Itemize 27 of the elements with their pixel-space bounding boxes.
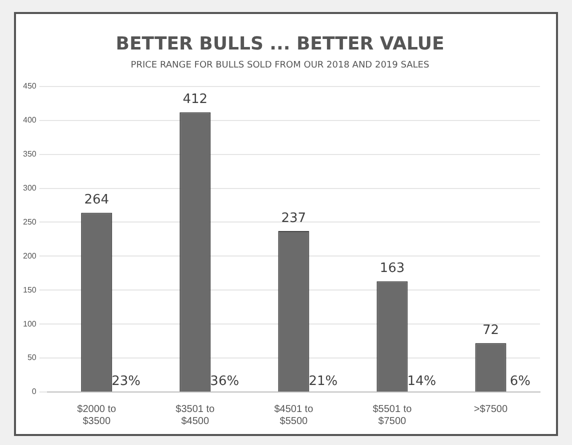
data-label: 72 [482,322,500,338]
y-tick-label: 200 [22,251,37,260]
y-tick-label: 0 [32,387,37,396]
annotation: 21% [308,374,338,389]
y-tick-label: 250 [22,217,37,226]
annotation: 23% [112,374,141,389]
y-tick-label: 50 [27,353,37,362]
y-tick-label: 450 [22,82,37,91]
x-tick-label: $4501 to $5500 [274,404,314,427]
chart-title: BETTER BULLS ... BETTER VALUE [116,33,444,54]
x-tick-label: $5501 to $7500 [372,404,412,427]
y-tick-label: 100 [22,319,37,328]
data-label: 264 [84,192,110,208]
y-tick-label: 400 [22,116,37,125]
data-label: 412 [182,92,208,108]
y-tick-label: 350 [22,150,37,159]
data-label: 237 [281,210,306,226]
annotation: 14% [407,374,436,389]
y-tick-label: 150 [22,285,37,294]
x-tick-label: $3501 to $4500 [176,404,216,427]
annotation: 6% [510,374,531,389]
y-tick-label: 300 [22,183,37,192]
x-tick-label: >$7500 [474,404,508,415]
chart-subtitle: PRICE RANGE FOR BULLS SOLD FROM OUR 2018 AND 2019 SALES [130,60,430,70]
data-label: 163 [380,261,405,276]
annotation: 36% [210,374,240,389]
x-tick-label: $2000 to $3500 [77,404,117,427]
